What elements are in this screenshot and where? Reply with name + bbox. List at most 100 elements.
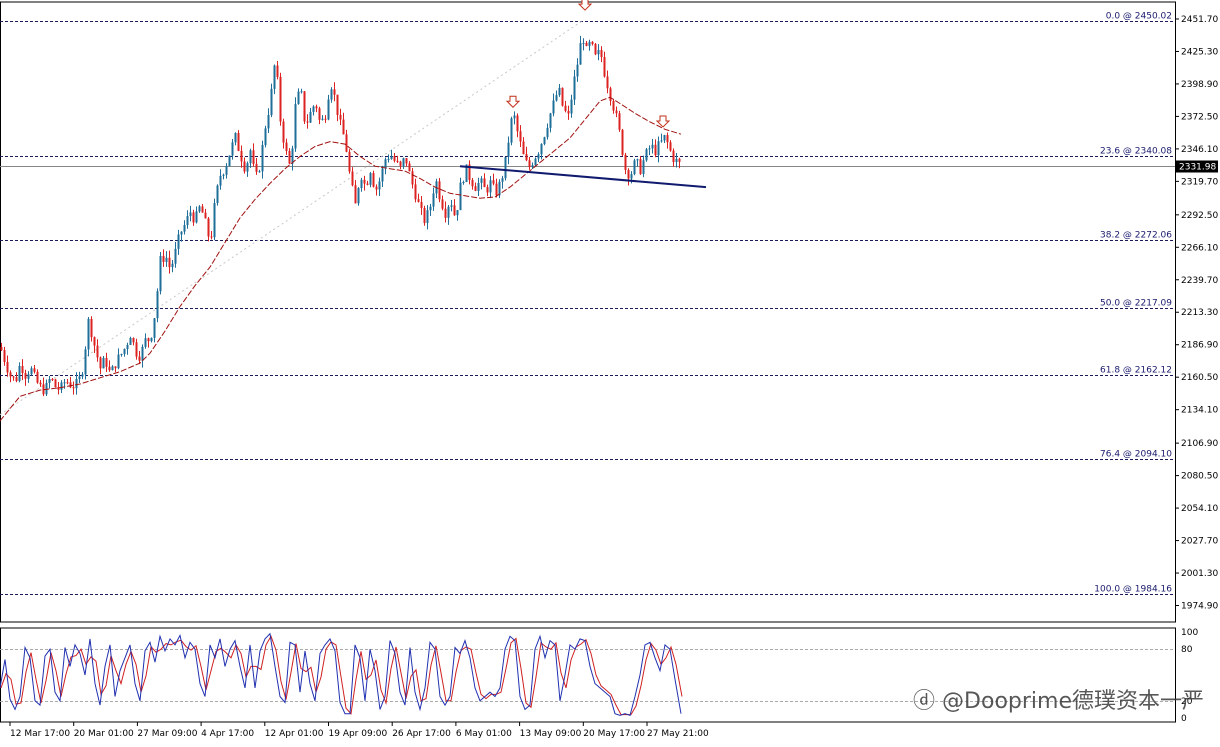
- candle-bull: [189, 212, 192, 217]
- candle-bull: [660, 140, 663, 142]
- candle-bear: [105, 357, 108, 367]
- candle-bull: [213, 203, 216, 238]
- candle-bear: [315, 106, 318, 109]
- candle-bull: [30, 368, 33, 375]
- candle-bear: [90, 318, 93, 338]
- down-arrow-shape: [505, 95, 521, 108]
- candle-bear: [336, 94, 339, 115]
- candle-bear: [522, 141, 525, 155]
- candle-bull: [141, 346, 144, 361]
- neckline-trendline: [459, 165, 707, 189]
- candle-bull: [84, 349, 87, 375]
- candle-bear: [201, 206, 204, 213]
- price-tick-label: 2106.90: [1181, 439, 1218, 449]
- candle-bear: [666, 135, 669, 143]
- price-tick-label: 2001.30: [1181, 569, 1218, 579]
- candle-bear: [66, 382, 69, 384]
- candle-bear: [69, 382, 72, 388]
- candle-bear: [285, 142, 288, 151]
- time-axis: 12 Mar 17:00 20 Mar 01:00 27 Mar 09:00 4 Ap…: [9, 722, 709, 739]
- candle-bull: [165, 257, 168, 262]
- fib-level-label: 23.6 @ 2340.08: [1100, 147, 1172, 157]
- time-tick-label: 20 May 17:00: [583, 729, 645, 739]
- candle-bull: [120, 354, 123, 356]
- fib-level-label: 61.8 @ 2162.12: [1100, 366, 1172, 376]
- candle-bull: [531, 165, 534, 168]
- price-tick-label: 2239.70: [1181, 276, 1218, 286]
- candle-bull: [360, 179, 363, 189]
- time-tick-label: 19 Apr 09:00: [329, 729, 388, 739]
- candle-bull: [426, 210, 429, 223]
- candle-bear: [423, 207, 426, 223]
- candle-bull: [390, 156, 393, 159]
- candle-bull: [87, 318, 90, 350]
- fib-level-label: 50.0 @ 2217.09: [1100, 299, 1172, 309]
- current-price-label: 2331.98: [1179, 163, 1216, 173]
- candle-bear: [39, 382, 42, 385]
- candle-bull: [219, 175, 222, 186]
- candle-bear: [528, 160, 531, 168]
- candle-bull: [123, 348, 126, 355]
- candle-bull: [309, 111, 312, 123]
- candle-bull: [297, 91, 300, 105]
- candle-bear: [615, 110, 618, 114]
- candle-bull: [264, 128, 267, 146]
- candle-bull: [171, 263, 174, 268]
- candle-bear: [564, 105, 567, 111]
- candle-bear: [255, 163, 258, 172]
- candle-bull: [540, 144, 543, 155]
- candle-bear: [411, 171, 414, 185]
- candle-bull: [81, 374, 84, 377]
- fib-level-label: 0.0 @ 2450.02: [1106, 12, 1172, 22]
- candle-bull: [159, 255, 162, 292]
- candle-bull: [129, 337, 132, 345]
- candle-bear: [99, 357, 102, 369]
- candle-bull: [216, 185, 219, 204]
- candle-bear: [414, 184, 417, 200]
- candle-bear: [168, 257, 171, 268]
- candle-bear: [585, 42, 588, 46]
- candle-bull: [174, 248, 177, 264]
- candle-bull: [249, 150, 252, 164]
- candle-bear: [147, 338, 150, 342]
- candle-bear: [243, 161, 246, 172]
- candle-bear: [612, 100, 615, 111]
- osc-frame: [0, 627, 1176, 723]
- candle-bull: [636, 159, 639, 161]
- price-tick-label: 2398.90: [1181, 80, 1218, 90]
- candle-bull: [501, 178, 504, 182]
- candle-bull: [45, 382, 48, 395]
- candle-bear: [486, 187, 489, 193]
- candle-bear: [276, 65, 279, 77]
- fib-level-label: 100.0 @ 1984.16: [1094, 585, 1172, 595]
- candle-bear: [252, 150, 255, 164]
- candle-bear: [204, 212, 207, 219]
- price-tick-label: 2451.70: [1181, 15, 1218, 25]
- time-tick-label: 12 Mar 17:00: [10, 729, 70, 739]
- candle-bull: [294, 104, 297, 149]
- candle-bear: [114, 366, 117, 369]
- candle-bull: [504, 157, 507, 179]
- candle-bear: [12, 376, 15, 378]
- candle-bear: [288, 150, 291, 164]
- price-tick-label: 2266.10: [1181, 243, 1218, 253]
- time-tick-label: 27 Mar 09:00: [137, 729, 197, 739]
- price-tick-label: 2134.10: [1181, 406, 1218, 416]
- osc-tick-label: 20: [1181, 697, 1193, 707]
- time-tick-label: 12 Apr 01:00: [265, 729, 324, 739]
- candle-bull: [432, 193, 435, 207]
- candle-bull: [387, 158, 390, 160]
- time-tick-label: 27 May 21:00: [647, 729, 709, 739]
- candle-bear: [453, 205, 456, 216]
- candle-bull: [150, 337, 153, 342]
- candle-bull: [186, 216, 189, 226]
- candle-bear: [621, 129, 624, 155]
- candle-bear: [6, 362, 9, 373]
- down-arrow-shape: [655, 115, 671, 128]
- candle-bear: [138, 356, 141, 361]
- watermark-icon: ⓓ: [913, 689, 943, 714]
- candle-bear: [36, 371, 39, 383]
- candle-bear: [54, 379, 57, 388]
- candle-bear: [495, 183, 498, 196]
- candle-bear: [354, 185, 357, 204]
